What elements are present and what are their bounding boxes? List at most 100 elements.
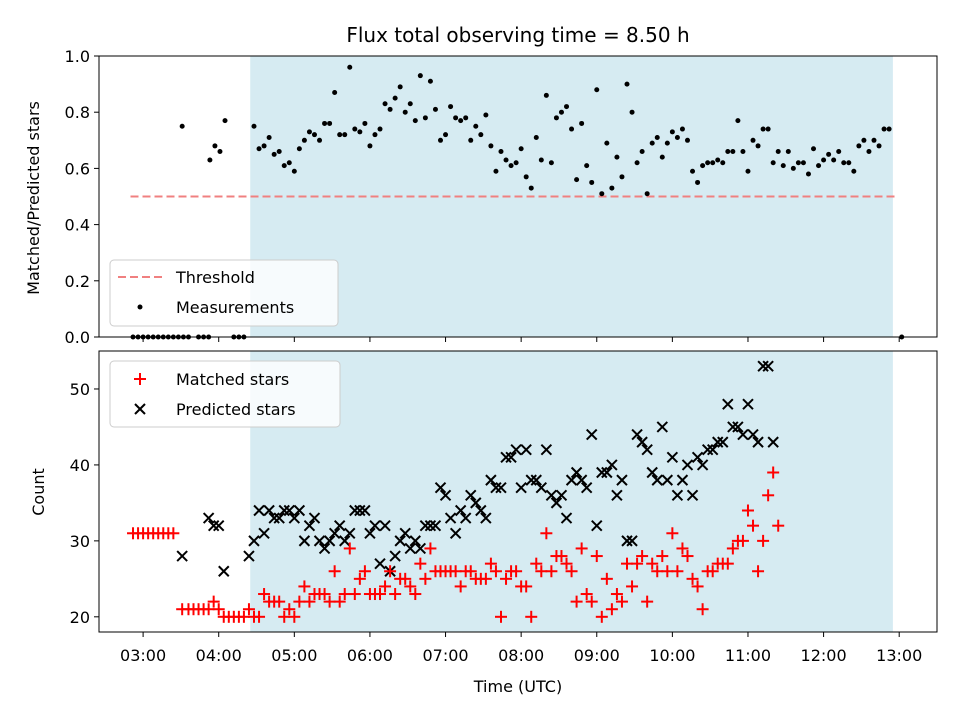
time-x-tick-label: 09:00 <box>574 646 620 665</box>
predicted-star-marker <box>555 489 568 502</box>
predicted-star-marker <box>712 436 724 448</box>
measurement-point <box>614 154 620 160</box>
measurement-point <box>664 140 670 146</box>
measurement-point <box>488 143 494 149</box>
predicted-legend-label: Predicted stars <box>176 400 296 419</box>
matched-star-marker <box>626 580 639 593</box>
measurement-point <box>271 151 277 157</box>
measurements-legend-swatch <box>137 304 143 310</box>
matched-star-marker <box>676 542 689 555</box>
measurement-point <box>740 149 746 155</box>
matched-star-marker <box>353 572 366 585</box>
predicted-star-marker <box>258 527 270 539</box>
measurement-point <box>659 154 665 160</box>
predicted-star-marker <box>681 459 694 471</box>
matched-star-marker <box>409 588 422 601</box>
predicted-star-marker <box>696 459 709 471</box>
measurement-point <box>795 160 801 166</box>
matched-star-marker <box>500 572 513 585</box>
predicted-star-marker <box>636 436 648 448</box>
predicted-star-marker <box>439 489 452 502</box>
matched-star-marker <box>479 572 492 585</box>
measurement-point <box>584 163 590 169</box>
time-x-tick-label: 05:00 <box>271 646 317 665</box>
predicted-star-marker <box>641 444 653 456</box>
time-x-tick-label: 08:00 <box>498 646 544 665</box>
matched-star-marker <box>605 603 618 616</box>
predicted-star-marker <box>344 527 356 539</box>
ratio-panel: 0.0 0.2 0.4 0.6 0.8 1.0 Flux total observing … <box>24 23 938 347</box>
matched-star-marker <box>686 572 699 585</box>
measurement-point <box>543 92 549 98</box>
matched-star-marker <box>636 550 649 563</box>
predicted-star-marker <box>485 474 497 486</box>
matched-star-marker <box>651 565 664 578</box>
matched-star-marker <box>449 565 462 578</box>
predicted-star-marker <box>666 451 679 464</box>
measurement-point <box>538 157 544 163</box>
measurement-point <box>372 132 378 138</box>
measurement-point <box>594 87 600 93</box>
ratio-y-axis: 0.0 0.2 0.4 0.6 0.8 1.0 <box>65 47 99 347</box>
measurement-point <box>438 137 444 143</box>
predicted-star-marker <box>278 504 290 517</box>
measurement-point <box>674 134 680 140</box>
matched-star-marker <box>555 550 568 563</box>
predicted-star-marker <box>701 444 714 456</box>
measurement-point <box>367 143 373 149</box>
predicted-star-marker <box>454 504 467 517</box>
measurement-point <box>548 160 554 166</box>
matched-star-marker <box>419 572 432 585</box>
matched-star-marker <box>212 603 225 616</box>
predicted-star-marker <box>621 535 633 547</box>
predicted-star-marker <box>414 542 427 555</box>
predicted-star-marker <box>515 481 527 494</box>
matched-star-marker <box>358 565 371 578</box>
measurement-point <box>317 137 323 143</box>
measurement-point <box>432 106 438 112</box>
measurement-point <box>634 160 640 166</box>
matched-star-marker <box>374 588 387 601</box>
matched-star-marker <box>242 603 255 616</box>
ratio-y-tick-label: 1.0 <box>65 47 90 66</box>
observing-window-band <box>250 351 893 632</box>
predicted-star-marker <box>449 527 462 539</box>
predicted-star-marker <box>409 535 422 547</box>
predicted-star-marker <box>379 519 391 532</box>
measurement-point <box>569 126 575 132</box>
predicted-star-marker <box>535 481 548 494</box>
predicted-star-marker <box>575 474 588 486</box>
predicted-legend-swatch <box>134 403 146 415</box>
measurement-point <box>493 168 499 174</box>
predicted-star-marker <box>202 512 215 524</box>
measurement-point <box>443 132 449 138</box>
predicted-star-marker <box>722 398 734 410</box>
measurement-point <box>402 109 408 115</box>
measurement-point <box>710 160 716 166</box>
time-x-tick-label: 10:00 <box>649 646 695 665</box>
predicted-star-marker <box>283 504 295 517</box>
measurement-point <box>755 143 761 149</box>
predicted-star-marker <box>762 360 774 372</box>
matched-star-marker <box>489 565 502 578</box>
matched-star-marker <box>595 610 608 623</box>
matched-star-marker <box>303 595 316 608</box>
matched-star-marker <box>545 565 558 578</box>
measurement-point <box>518 146 524 152</box>
measurement-point <box>412 118 418 124</box>
predicted-star-marker <box>540 444 553 456</box>
matched-star-marker <box>580 588 593 601</box>
matched-star-marker <box>328 565 341 578</box>
matched-star-marker <box>520 580 533 593</box>
matched-star-marker <box>641 595 654 608</box>
measurement-point <box>558 109 564 115</box>
measurement-point <box>468 137 474 143</box>
measurement-point <box>775 149 781 155</box>
predicted-star-marker <box>480 512 492 524</box>
predicted-star-marker <box>661 474 674 486</box>
measurement-point <box>684 137 690 143</box>
time-x-axis-label: Time (UTC) <box>473 677 562 696</box>
predicted-star-marker <box>399 527 411 539</box>
measurement-point <box>422 115 428 121</box>
